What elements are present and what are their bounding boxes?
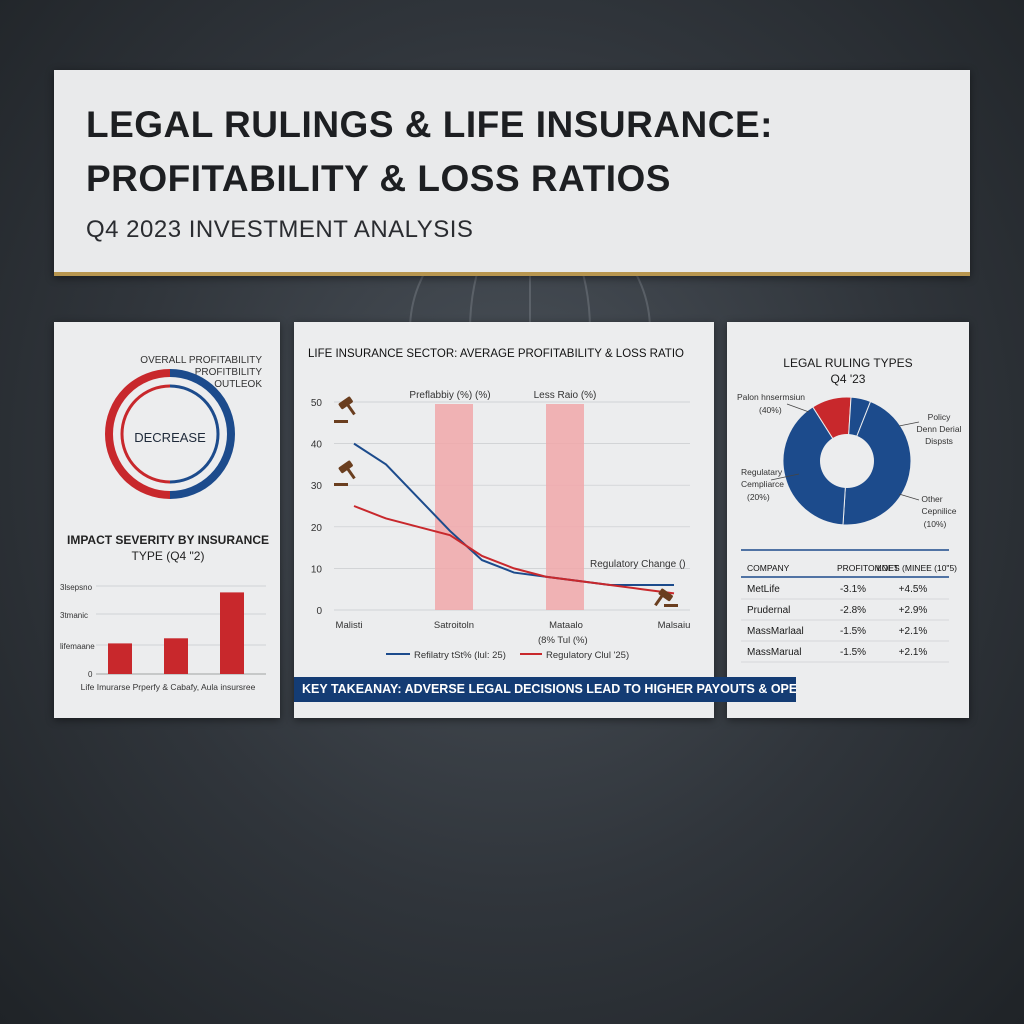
table-cell: -1.5% <box>840 626 866 637</box>
page-subtitle: Q4 2023 INVESTMENT ANALYSIS <box>86 216 474 243</box>
pie-leader <box>770 473 800 481</box>
donut-slice <box>842 400 912 526</box>
line-chart-xtick: Mataalo <box>549 620 583 631</box>
pie-subtitle: Q4 '23 <box>831 372 866 386</box>
table-cell: MetLife <box>747 584 780 595</box>
pie-label-4a: Other <box>921 494 942 504</box>
severity-bar <box>164 638 188 674</box>
table-cell: -1.5% <box>840 647 866 658</box>
gavel-base <box>334 483 348 486</box>
line-chart-ytick: 20 <box>311 523 323 534</box>
loss-ratio-band <box>546 404 584 610</box>
severity-ytick-3: lifemaane <box>60 642 95 651</box>
table-cell: +4.5% <box>899 584 928 595</box>
right-panel: LEGAL RULING TYPES Q4 '23 Palon hnsermsi… <box>727 322 969 718</box>
line-chart-bands <box>435 404 584 610</box>
line-chart-xticks: Malisti Satroitoln Mataalo Malsaiu <box>336 620 691 631</box>
gavel-icon <box>338 396 356 416</box>
table-cell: -3.1% <box>840 584 866 595</box>
gavel-base <box>334 420 348 423</box>
table-cell: +2.1% <box>899 626 928 637</box>
line-chart-series <box>353 442 675 595</box>
table-cell: Prudernal <box>747 605 790 616</box>
page-title-line2: PROFITABILITY & LOSS RATIOS <box>86 158 671 199</box>
severity-bar <box>108 643 132 674</box>
gauge-inner-arc-blue <box>169 384 220 484</box>
regulatory-change-annotation: Regulatory Change () <box>590 559 686 570</box>
pie-label-4b: Cepnilice <box>922 506 957 516</box>
pie-leader <box>898 493 920 501</box>
table-cell: MassMarual <box>747 647 801 658</box>
gauge-label-1: OVERALL PROFITABILITY <box>140 355 262 366</box>
pie-label-4c: (10%) <box>924 519 947 529</box>
severity-bars <box>108 592 244 674</box>
left-panel-graphics: OVERALL PROFITABILITY PROFITBILITY OUTLE… <box>60 355 269 692</box>
line-chart-x-sub: (8% Tul (%) <box>538 635 588 646</box>
gauge-arc-red <box>105 369 171 499</box>
pie-label-3a: Regulatary <box>741 467 783 477</box>
table-cell: +2.1% <box>899 647 928 658</box>
pie-label-3c: (20%) <box>747 492 770 502</box>
line-chart-ytick: 10 <box>311 564 323 575</box>
donut-hole <box>820 434 874 488</box>
table-header-profit: PROFITOMNET <box>837 563 899 573</box>
right-panel-graphics: LEGAL RULING TYPES Q4 '23 Palon hnsermsi… <box>737 356 962 663</box>
line-chart-title: LIFE INSURANCE SECTOR: AVERAGE PROFITABI… <box>308 348 684 360</box>
line-chart-grid <box>334 401 690 611</box>
line-chart-xtick: Malisti <box>336 620 363 631</box>
gavel-icon <box>654 588 673 607</box>
severity-chart-title-2: TYPE (Q4 "2) <box>132 549 205 563</box>
pie-label-1a: Palon hnsermsiun <box>737 392 805 402</box>
key-takeaway-banner: KEY TAKEANAY: ADVERSE LEGAL DECISIONS LE… <box>294 677 796 702</box>
line-chart: LIFE INSURANCE SECTOR: AVERAGE PROFITABI… <box>308 348 691 661</box>
gauge-center-label: DECREASE <box>134 430 206 445</box>
line-series-red <box>353 505 675 595</box>
gavel-icon <box>338 460 356 480</box>
legend-label-red: Regulatory Clul '25) <box>546 650 629 661</box>
severity-ytick-1: 3lsepsno <box>60 583 93 592</box>
header-panel <box>54 70 970 276</box>
gauge-inner-arc-red <box>120 384 171 484</box>
gavel-base <box>664 604 678 607</box>
pie-leader <box>786 403 810 413</box>
profitability-band <box>435 404 473 610</box>
line-chart-yticks: 0 10 20 30 40 50 <box>311 398 323 617</box>
severity-x-labels: Life Imurarse Prperfy & Cabafy, Aula ins… <box>81 682 256 692</box>
pie-label-2a: Policy <box>928 412 951 422</box>
mid-panel: LIFE INSURANCE SECTOR: AVERAGE PROFITABI… <box>294 322 714 718</box>
left-panel: OVERALL PROFITABILITY PROFITBILITY OUTLE… <box>54 322 280 718</box>
band-label-profitability: Preflabbiy (%) (%) <box>409 390 490 401</box>
pie-title: LEGAL RULING TYPES <box>783 356 912 370</box>
severity-ytick-2: 3tmanic <box>60 611 88 620</box>
severity-bar <box>220 592 244 674</box>
table-header-loss: LOES (MINEE (10"5) <box>877 563 957 573</box>
line-chart-ytick: 0 <box>316 606 322 617</box>
pie-label-2b: Denn Derial <box>917 424 962 434</box>
severity-ytick-4: 0 <box>88 670 93 679</box>
table-header-company: COMPANY <box>747 563 790 573</box>
gauge-label-3: OUTLEOK <box>214 379 262 390</box>
pie-label-2c: Dispsts <box>925 436 953 446</box>
severity-chart-title-1: IMPACT SEVERITY BY INSURANCE <box>67 533 269 547</box>
donut-chart <box>782 396 912 526</box>
line-series-blue <box>353 442 674 587</box>
line-chart-ytick: 50 <box>311 398 323 409</box>
table-cell: -2.8% <box>840 605 866 616</box>
pie-label-1b: (40%) <box>759 405 782 415</box>
line-chart-ytick: 30 <box>311 481 323 492</box>
pie-label-3b: Cempliarce <box>741 479 784 489</box>
line-chart-xtick: Malsaiu <box>658 620 691 631</box>
pie-leader <box>898 421 920 427</box>
page-title-line1: LEGAL RULINGS & LIFE INSURANCE: <box>86 104 773 145</box>
table-cell: MassMarlaal <box>747 626 804 637</box>
table-cell: +2.9% <box>899 605 928 616</box>
line-chart-ytick: 40 <box>311 440 323 451</box>
band-label-loss-ratio: Less Raio (%) <box>534 390 597 401</box>
gauge-label-2: PROFITBILITY <box>195 367 263 378</box>
gauge-arc-blue <box>169 369 235 499</box>
legend-label-blue: Refilatry tSt% (lul: 25) <box>414 650 506 661</box>
line-chart-xtick: Satroitoln <box>434 620 474 631</box>
company-table: MetLife -3.1% +4.5% Prudernal -2.8% +2.9% Mass… <box>741 584 949 663</box>
